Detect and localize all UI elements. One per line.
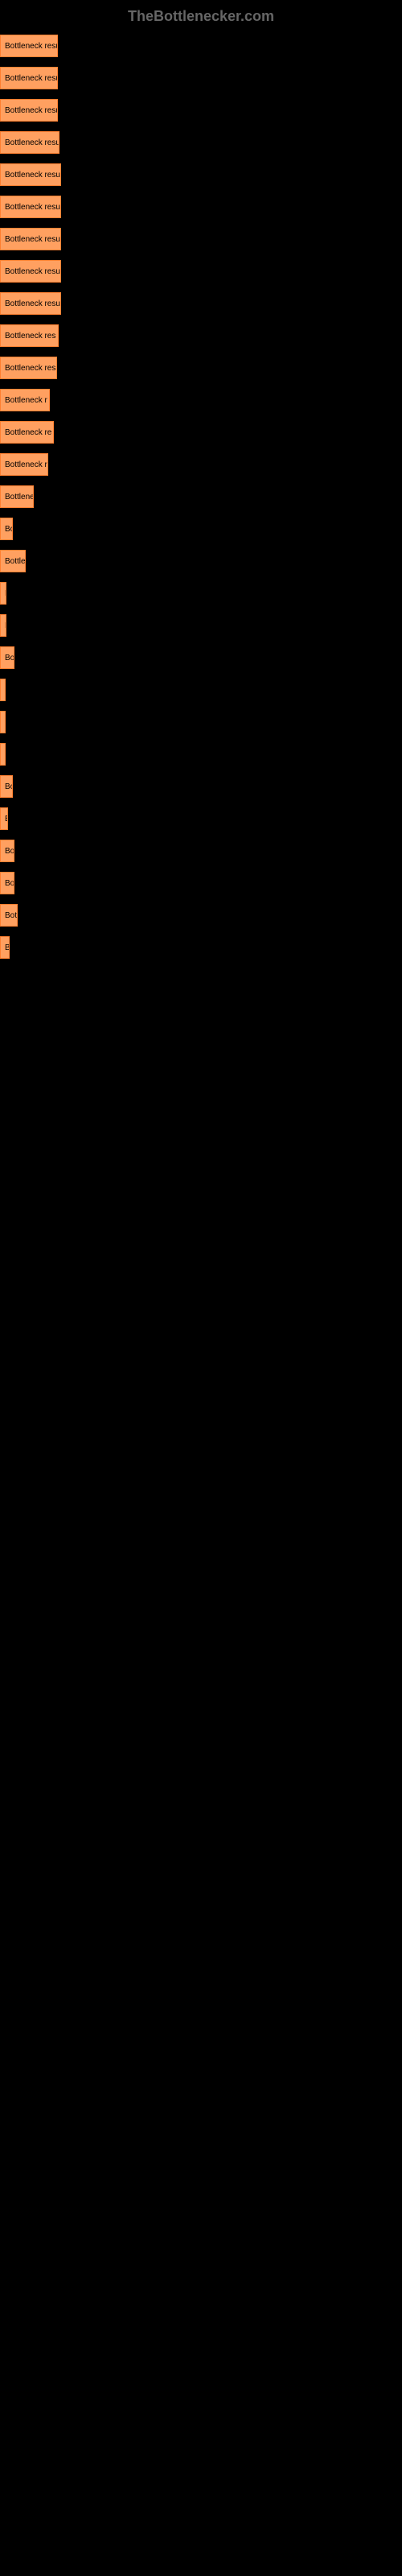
chart-bar: Bottleneck r	[0, 389, 50, 411]
chart-bar	[0, 711, 6, 733]
bar-row: B	[0, 614, 402, 637]
bar-row: Bo	[0, 840, 402, 862]
bar-row	[0, 743, 402, 766]
chart-bar: Bo	[0, 872, 14, 894]
bar-row: Bottleneck resu	[0, 228, 402, 250]
bar-row: B	[0, 582, 402, 605]
bar-row: Bottleneck result	[0, 67, 402, 89]
chart-bar: Bottlene	[0, 485, 34, 508]
chart-bar: B	[0, 614, 6, 637]
chart-bar: B	[0, 936, 10, 959]
bar-row: Bo	[0, 775, 402, 798]
bar-row: Bottlene	[0, 485, 402, 508]
chart-bar: Bottleneck result	[0, 67, 58, 89]
chart-bar	[0, 679, 6, 701]
bar-row: Bottleneck result	[0, 99, 402, 122]
bar-row: Bottleneck resu	[0, 196, 402, 218]
chart-bar: B	[0, 807, 8, 830]
chart-container: Bottleneck result Bottleneck result Bottle…	[0, 35, 402, 959]
bar-row: Bottleneck result	[0, 35, 402, 57]
bar-row: Bo	[0, 518, 402, 540]
header: TheBottlenecker.com	[0, 0, 402, 33]
chart-bar: Bottleneck res	[0, 324, 59, 347]
chart-bar: Bottleneck r	[0, 453, 48, 476]
bar-row: Bottleneck re	[0, 421, 402, 444]
chart-bar: Bottleneck res	[0, 357, 57, 379]
chart-bar: Bottleneck result	[0, 35, 58, 57]
chart-bar: Bot	[0, 904, 18, 927]
bar-row: Bottleneck res	[0, 324, 402, 347]
bar-row: Bo	[0, 646, 402, 669]
bar-row: B	[0, 936, 402, 959]
chart-bar: Bottleneck resu	[0, 196, 61, 218]
chart-bar: Bottleneck resu	[0, 260, 61, 283]
chart-bar: Bo	[0, 518, 13, 540]
chart-bar: Bottleneck resu	[0, 292, 61, 315]
bar-row: Bottleneck r	[0, 389, 402, 411]
bar-row: Bottleneck r	[0, 453, 402, 476]
bar-row: Bo	[0, 872, 402, 894]
bar-row	[0, 679, 402, 701]
chart-bar	[0, 743, 6, 766]
chart-bar: Bo	[0, 775, 13, 798]
chart-bar: Bo	[0, 840, 14, 862]
chart-bar: Bottleneck re	[0, 421, 54, 444]
chart-bar: Bottleneck result	[0, 99, 58, 122]
chart-bar: Bottle	[0, 550, 26, 572]
logo-text: TheBottlenecker.com	[128, 8, 274, 24]
bar-row: Bottle	[0, 550, 402, 572]
bar-row: B	[0, 807, 402, 830]
chart-bar: Bottleneck resu	[0, 228, 61, 250]
bar-row: Bottleneck resu	[0, 260, 402, 283]
bar-row: Bottleneck res	[0, 357, 402, 379]
bar-row: Bottleneck resu	[0, 131, 402, 154]
bar-row: Bottleneck resu	[0, 163, 402, 186]
bar-row: Bottleneck resu	[0, 292, 402, 315]
chart-bar: B	[0, 582, 6, 605]
bar-row	[0, 711, 402, 733]
chart-bar: Bottleneck resu	[0, 131, 59, 154]
chart-bar: Bo	[0, 646, 14, 669]
bar-row: Bot	[0, 904, 402, 927]
chart-bar: Bottleneck resu	[0, 163, 61, 186]
